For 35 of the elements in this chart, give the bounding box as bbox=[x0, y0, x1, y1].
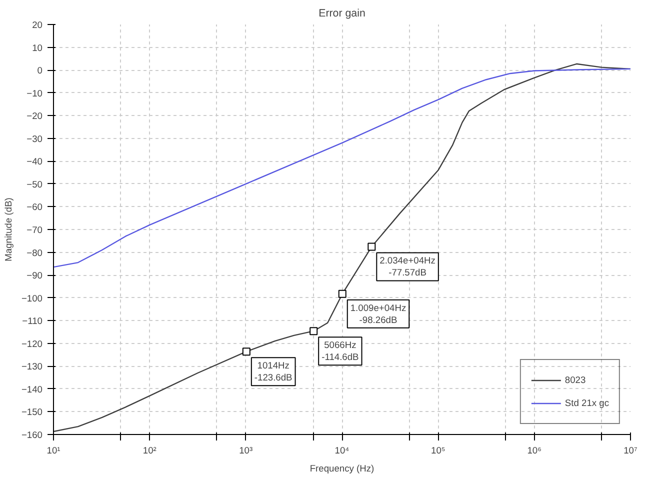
y-tick-label: −130 bbox=[21, 362, 43, 372]
y-tick-label: −70 bbox=[26, 225, 43, 235]
y-tick-label: −120 bbox=[21, 338, 43, 349]
x-tick-label: 10³ bbox=[239, 446, 253, 456]
y-tick-label: −90 bbox=[26, 270, 43, 281]
annotation: 5066Hz -114.6dB bbox=[322, 340, 359, 362]
legend-label: 8023 bbox=[564, 375, 586, 385]
y-tick-label: −60 bbox=[26, 202, 43, 212]
y-tick-label: −160 bbox=[21, 430, 43, 440]
x-tick-label: 10² bbox=[142, 446, 156, 456]
y-tick-label: −140 bbox=[21, 384, 43, 394]
x-tick-label: 10⁵ bbox=[431, 446, 446, 456]
annotation: 1014Hz -123.6dB bbox=[254, 360, 292, 383]
x-axis-title: Frequency (Hz) bbox=[310, 464, 374, 474]
annotation: 1.009e+04Hz -98.26dB bbox=[350, 302, 406, 325]
x-tick-label: 10¹ bbox=[46, 446, 60, 456]
y-tick-label: −100 bbox=[21, 293, 43, 304]
y-tick-label: −50 bbox=[26, 179, 43, 190]
x-tick-label: 10⁶ bbox=[527, 446, 542, 456]
y-tick-label: 20 bbox=[32, 20, 43, 30]
y-tick-label: −20 bbox=[26, 111, 43, 122]
x-tick-label: 10⁷ bbox=[624, 446, 638, 456]
y-tick-label: 10 bbox=[32, 42, 43, 53]
y-tick-label: −80 bbox=[26, 248, 43, 258]
y-tick-label: −40 bbox=[26, 156, 43, 167]
y-tick-label: 0 bbox=[37, 66, 43, 76]
legend-label: Std 21x gc bbox=[564, 398, 609, 408]
x-tick-label: 10⁴ bbox=[334, 446, 350, 456]
y-tick-label: −10 bbox=[26, 88, 43, 98]
y-tick-label: −150 bbox=[21, 407, 43, 418]
y-tick-label: −110 bbox=[22, 316, 43, 326]
y-axis-title: Magnitude (dB) bbox=[3, 198, 14, 262]
annotation: 2.034e+04Hz -77.57dB bbox=[380, 256, 436, 278]
y-tick-label: −30 bbox=[26, 134, 43, 144]
chart-title: Error gain bbox=[318, 8, 366, 20]
